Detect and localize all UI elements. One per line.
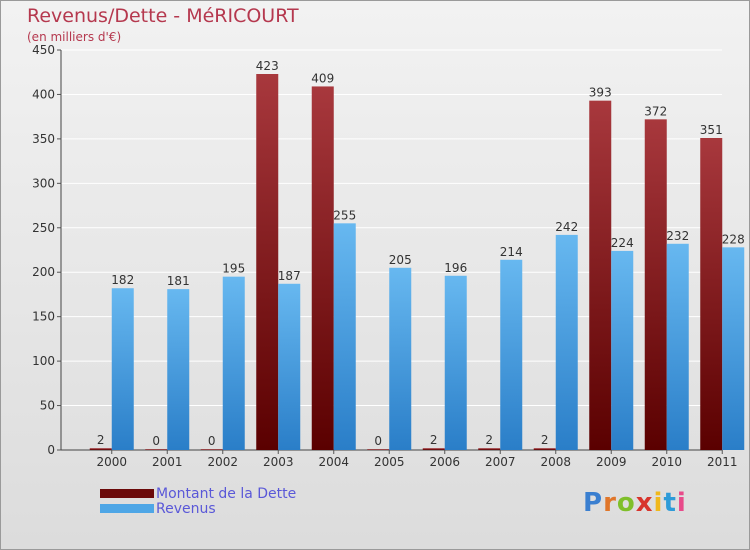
legend-item-dette: Montant de la Dette [100, 485, 297, 502]
bar-dette [644, 119, 667, 450]
bar-revenus [555, 234, 578, 450]
bar-dette [367, 449, 390, 450]
logo-letter: o [616, 488, 636, 518]
y-tick-label: 200 [32, 265, 55, 279]
data-label-revenus: 181 [167, 274, 190, 288]
bar-dette [89, 448, 112, 450]
x-tick-label: 2006 [429, 455, 460, 469]
data-label-revenus: 232 [666, 229, 689, 243]
bar-revenus [500, 259, 523, 450]
y-tick-label: 250 [32, 221, 55, 235]
bar-revenus [278, 283, 301, 450]
data-label-dette: 2 [97, 433, 105, 447]
logo-letter: P [583, 488, 604, 518]
chart-title: Revenus/Dette - MéRICOURT [27, 5, 299, 27]
legend-label-dette: Montant de la Dette [156, 485, 297, 502]
chart-subtitle: (en milliers d'€) [27, 30, 122, 44]
bar-dette [200, 449, 223, 450]
data-label-dette: 2 [430, 433, 438, 447]
y-tick-label: 300 [32, 176, 55, 190]
bar-revenus [222, 276, 245, 450]
y-tick-label: 350 [32, 132, 55, 146]
proxiti-logo: Proxiti [583, 488, 687, 518]
logo-letter: r [603, 488, 617, 518]
legend-item-revenus: Revenus [100, 500, 296, 517]
logo-letter: x [635, 488, 654, 518]
logo-letter: t [663, 488, 677, 518]
x-tick-label: 2001 [152, 455, 183, 469]
bar-revenus [333, 223, 356, 450]
y-tick-label: 400 [32, 87, 55, 101]
bar-dette [145, 449, 168, 450]
x-tick-label: 2005 [374, 455, 405, 469]
data-label-dette: 423 [256, 59, 279, 73]
y-tick-label: 0 [47, 443, 55, 457]
data-label-dette: 351 [700, 123, 723, 137]
logo-letter: i [676, 488, 687, 518]
x-tick-label: 2002 [207, 455, 238, 469]
data-label-dette: 2 [485, 433, 493, 447]
bar-dette [478, 448, 501, 450]
data-label-revenus: 214 [500, 245, 523, 259]
data-label-revenus: 195 [222, 262, 245, 276]
y-tick-label: 100 [32, 354, 55, 368]
bar-revenus [666, 243, 689, 450]
data-label-revenus: 224 [611, 236, 634, 250]
x-tick-label: 2004 [318, 455, 349, 469]
data-label-revenus: 187 [278, 269, 301, 283]
bar-revenus [111, 288, 134, 450]
data-label-dette: 0 [152, 434, 160, 448]
bar-dette [311, 86, 334, 450]
bar-revenus [722, 247, 745, 450]
data-label-revenus: 255 [333, 208, 356, 222]
x-tick-label: 2000 [96, 455, 127, 469]
x-tick-label: 2008 [540, 455, 571, 469]
data-label-revenus: 196 [444, 261, 467, 275]
legend-swatch-dette [100, 489, 154, 498]
bar-dette [700, 138, 723, 450]
x-tick-label: 2007 [485, 455, 516, 469]
data-label-dette: 2 [541, 433, 549, 447]
data-label-dette: 0 [208, 434, 216, 448]
bar-dette [533, 448, 556, 450]
data-label-dette: 372 [644, 104, 667, 118]
data-label-dette: 0 [374, 434, 382, 448]
bar-revenus [389, 267, 412, 450]
data-label-revenus: 182 [111, 273, 134, 287]
bar-revenus [167, 289, 190, 450]
legend-swatch-revenus [100, 504, 154, 513]
y-tick-label: 50 [40, 399, 55, 413]
data-label-revenus: 228 [722, 232, 745, 246]
bar-dette [256, 74, 279, 450]
bar-revenus [611, 250, 634, 450]
x-tick-label: 2003 [263, 455, 294, 469]
data-label-revenus: 205 [389, 253, 412, 267]
y-tick-label: 150 [32, 310, 55, 324]
bar-dette [589, 100, 612, 451]
legend-label-revenus: Revenus [156, 500, 216, 517]
x-tick-label: 2009 [596, 455, 627, 469]
bar-dette [422, 448, 445, 450]
x-tick-label: 2011 [707, 455, 738, 469]
x-tick-label: 2010 [651, 455, 682, 469]
data-label-dette: 409 [311, 71, 334, 85]
y-tick-label: 450 [32, 43, 55, 57]
bar-revenus [444, 275, 467, 450]
logo-letter: i [653, 488, 664, 518]
data-label-revenus: 242 [555, 220, 578, 234]
legend: Montant de la Dette Revenus [100, 485, 297, 517]
data-label-dette: 393 [589, 86, 612, 100]
